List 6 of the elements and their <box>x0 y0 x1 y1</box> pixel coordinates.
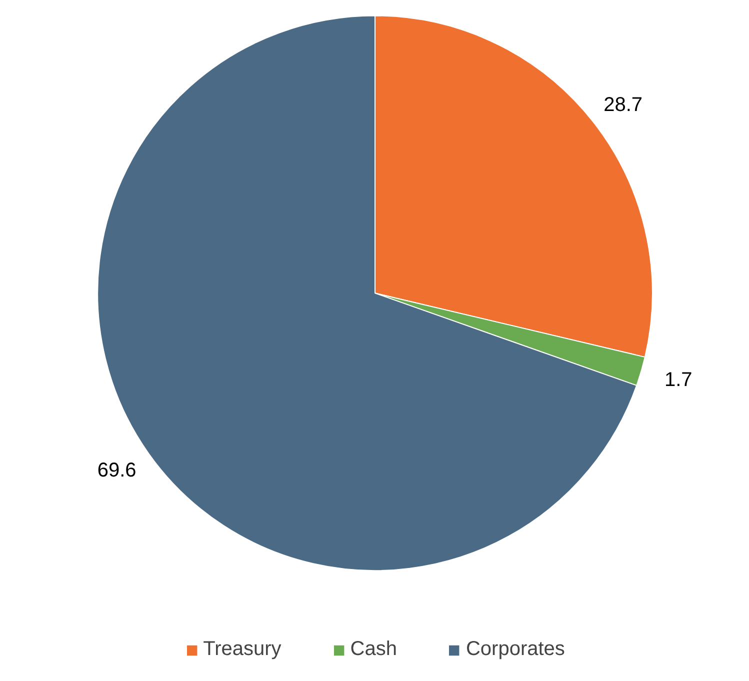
legend-label: Corporates <box>466 638 565 661</box>
data-label: 69.6 <box>97 459 136 482</box>
legend-label: Treasury <box>203 638 282 661</box>
data-label: 1.7 <box>664 369 692 392</box>
legend-label: Cash <box>350 638 397 661</box>
data-label: 28.7 <box>604 94 643 116</box>
